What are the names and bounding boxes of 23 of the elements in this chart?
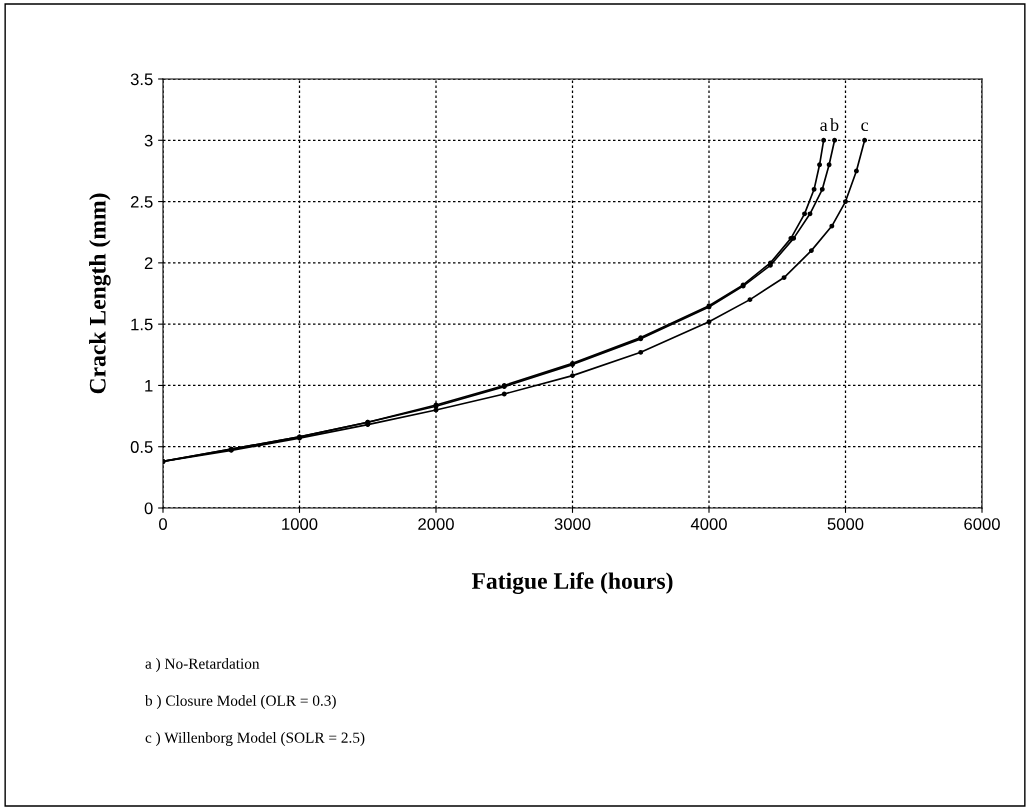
y-tick-label: 3 (144, 134, 153, 147)
y-tick-label: 0.5 (130, 441, 153, 453)
series-label: b (830, 118, 839, 132)
y-tick-label: 3.5 (130, 73, 153, 86)
y-axis-title: Crack Length (mm) (89, 193, 111, 394)
x-tick-label: 1000 (282, 518, 318, 530)
text: c ) Willenborg Model (SOLR = 2.5) (145, 732, 365, 746)
x-tick-label: 4000 (690, 518, 727, 530)
x-tick-label: 3000 (554, 518, 591, 530)
y-tick-label: 2 (144, 257, 153, 269)
y-tick-label: 0 (144, 502, 153, 515)
series-label: c (861, 122, 869, 132)
x-tick-label: 5000 (827, 518, 864, 530)
text: a ) No-Retardation (145, 658, 260, 672)
x-tick-label: 2000 (418, 518, 454, 530)
text: b ) Closure Model (OLR = 0.3) (145, 695, 336, 709)
x-axis-title: Fatigue Life (hours) (471, 572, 673, 594)
y-tick-label: 1 (145, 380, 153, 392)
y-tick-label: 2.5 (130, 195, 153, 208)
x-tick-label: 0 (159, 518, 167, 530)
x-tick-label: 6000 (964, 518, 1000, 530)
series-label: a (820, 122, 828, 132)
y-tick-label: 1.5 (131, 318, 153, 331)
